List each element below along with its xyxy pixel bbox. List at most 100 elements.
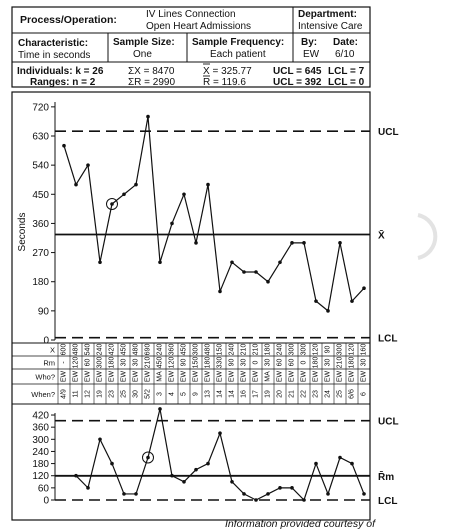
ranges-count: Ranges: n = 2 (30, 77, 96, 88)
table-cell: 19 (265, 390, 272, 398)
table-cell: 180 (313, 357, 320, 369)
table-cell: EW (289, 370, 296, 382)
y-tick-label: 450 (32, 190, 49, 201)
table-cell: 14 (217, 390, 224, 398)
y-tick-label: 300 (32, 435, 49, 446)
table-row-label: Rm (43, 359, 55, 368)
data-point (242, 270, 246, 274)
table-cell: 690 (145, 344, 152, 356)
table-cell: EW (325, 370, 332, 382)
table-cell: 5 (181, 392, 188, 396)
y-tick-label: 180 (32, 277, 49, 288)
table-cell: 240 (229, 344, 236, 356)
individuals-chart: 0 90 180 270 360 450 540 630 720 UCL X̄ LCL (32, 102, 399, 347)
y-tick-label: 420 (32, 411, 49, 422)
table-cell: 3 (157, 392, 164, 396)
table-cell: 120 (73, 357, 80, 369)
table-cell: 16 (241, 390, 248, 398)
table-cell: EW (109, 370, 116, 382)
table-cell: 480 (205, 344, 212, 356)
data-point (146, 455, 150, 460)
y-tick-label: 240 (32, 447, 49, 458)
table-cell: 25 (337, 390, 344, 398)
y-tick-label: 360 (32, 219, 49, 230)
ucl-r-stat: UCL = 392 (273, 77, 322, 88)
table-cell: 6/6 (349, 389, 356, 399)
table-cell: 180 (349, 357, 356, 369)
ucl-x-stat: UCL = 645 (273, 66, 322, 77)
table-cell: 540 (85, 344, 92, 356)
data-point (254, 270, 258, 274)
table-cell: 300 (301, 344, 308, 356)
table-cell: 210 (253, 344, 260, 356)
data-point (290, 486, 294, 490)
table-cell: 0 (301, 360, 308, 364)
lcl-r-stat: LCL = 0 (328, 77, 365, 88)
data-point (278, 260, 282, 265)
table-row-label: When? (31, 390, 55, 399)
table-cell: EW (85, 370, 92, 382)
data-point (194, 241, 198, 245)
center-label: R̄m (378, 471, 394, 483)
data-point (170, 221, 174, 226)
chart-frame (11, 91, 371, 521)
table-cell: 30 (241, 359, 248, 367)
table-cell: 450 (181, 344, 188, 356)
data-point (326, 309, 330, 313)
data-point (158, 260, 162, 265)
table-cell: 4/9 (61, 389, 68, 399)
xbar-stat: X = 325.77 (203, 66, 252, 77)
sample-size-label: Sample Size: (113, 37, 175, 48)
table-cell: EW (217, 370, 224, 382)
ucl-label: UCL (378, 127, 399, 138)
data-point (110, 202, 114, 206)
table-cell: 14 (229, 390, 236, 398)
table-cell: EW (241, 370, 248, 382)
table-cell: 150 (193, 357, 200, 369)
table-cell: 330 (217, 357, 224, 369)
y-tick-label: 630 (32, 132, 49, 143)
characteristic-label: Characteristic: (18, 38, 88, 49)
table-cell: 30 (121, 359, 128, 367)
data-point (134, 182, 138, 187)
table-cell: 180 (265, 344, 272, 356)
data-point (338, 241, 342, 245)
data-point (314, 461, 318, 466)
table-cell: 13 (205, 390, 212, 398)
table-cell: 120 (349, 344, 356, 356)
sample-frequency-label: Sample Frequency: (192, 37, 284, 48)
series-line (75, 408, 365, 502)
table-cell: EW (169, 370, 176, 382)
table-cell: 30 (133, 359, 140, 367)
data-point (350, 461, 354, 466)
table-cell: 22 (301, 390, 308, 398)
lcl-label: LCL (378, 334, 397, 345)
data-point (194, 467, 198, 472)
table-cell: 240 (157, 344, 164, 356)
data-point (362, 286, 366, 290)
table-cell: 180 (109, 357, 116, 369)
data-point (86, 486, 90, 490)
table-cell: 20 (277, 390, 284, 398)
table-cell: EW (313, 370, 320, 382)
out-of-control-marker (142, 451, 154, 464)
data-point (338, 455, 342, 460)
table-cell: EW (193, 370, 200, 382)
table-cell: 480 (73, 344, 80, 356)
data-point (122, 492, 126, 496)
data-point (350, 299, 354, 303)
table-cell: EW (349, 370, 356, 382)
data-point (182, 192, 186, 197)
data-point (302, 241, 306, 245)
y-tick-label: 360 (32, 423, 49, 434)
table-cell: 60 (277, 359, 284, 367)
table-cell: EW (337, 370, 344, 382)
center-label: X̄ (378, 229, 385, 241)
by-label: By: (301, 37, 317, 48)
rbar-stat: R = 119.6 (203, 77, 246, 88)
data-point (326, 492, 330, 496)
table-cell: 180 (205, 357, 212, 369)
table-cell: EW (277, 370, 284, 382)
department-value: Intensive Care (298, 21, 363, 32)
